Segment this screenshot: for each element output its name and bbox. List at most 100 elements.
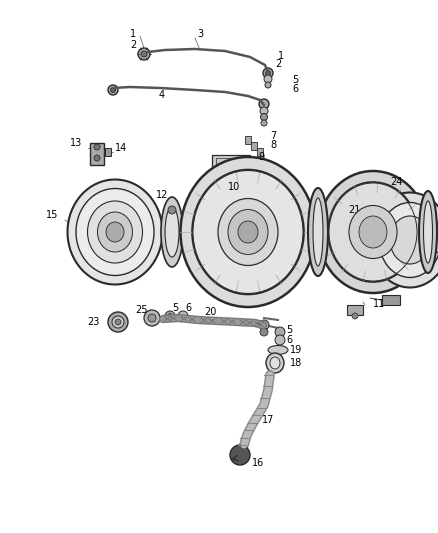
Text: 19: 19 <box>290 345 302 355</box>
Circle shape <box>263 68 273 78</box>
Text: 2: 2 <box>130 40 136 50</box>
Text: 6: 6 <box>286 335 292 345</box>
Ellipse shape <box>328 182 418 282</box>
Bar <box>90 143 104 165</box>
Ellipse shape <box>318 171 428 293</box>
Text: 1: 1 <box>278 51 284 61</box>
Ellipse shape <box>419 191 437 273</box>
Ellipse shape <box>218 198 278 265</box>
Ellipse shape <box>266 353 284 373</box>
Circle shape <box>225 164 227 166</box>
Text: 15: 15 <box>46 210 58 220</box>
Ellipse shape <box>424 201 432 263</box>
Circle shape <box>94 155 100 161</box>
Ellipse shape <box>165 207 179 257</box>
Ellipse shape <box>76 189 154 276</box>
Bar <box>251 142 257 150</box>
Text: 21: 21 <box>348 205 360 215</box>
Text: 4: 4 <box>159 90 165 100</box>
Bar <box>245 136 251 144</box>
Text: 6: 6 <box>292 84 298 94</box>
Text: 2: 2 <box>275 59 281 69</box>
Bar <box>382 295 400 305</box>
Circle shape <box>261 120 267 126</box>
Text: 9: 9 <box>258 152 264 162</box>
Circle shape <box>110 87 116 93</box>
Ellipse shape <box>268 345 288 354</box>
Circle shape <box>275 335 285 345</box>
Circle shape <box>105 149 111 155</box>
Text: 6: 6 <box>185 303 191 313</box>
Circle shape <box>352 313 358 319</box>
Text: 5: 5 <box>292 75 298 85</box>
Circle shape <box>148 314 156 322</box>
Circle shape <box>265 70 271 76</box>
Circle shape <box>265 82 271 88</box>
Ellipse shape <box>238 221 258 243</box>
Circle shape <box>94 144 100 150</box>
Text: 1: 1 <box>130 29 136 39</box>
Ellipse shape <box>379 203 438 278</box>
Text: 10: 10 <box>228 182 240 192</box>
Ellipse shape <box>370 192 438 287</box>
Ellipse shape <box>228 209 268 254</box>
Circle shape <box>259 99 269 109</box>
Bar <box>257 148 263 156</box>
Ellipse shape <box>98 212 133 252</box>
Ellipse shape <box>192 169 304 295</box>
Circle shape <box>144 310 160 326</box>
Ellipse shape <box>270 357 280 369</box>
Circle shape <box>275 327 285 337</box>
Circle shape <box>261 114 268 120</box>
Text: 25: 25 <box>135 305 148 315</box>
Text: 8: 8 <box>270 140 276 150</box>
Text: 23: 23 <box>88 317 100 327</box>
Text: 7: 7 <box>270 131 276 141</box>
Circle shape <box>112 316 124 328</box>
Ellipse shape <box>180 157 315 307</box>
Circle shape <box>115 319 121 325</box>
Circle shape <box>219 164 222 166</box>
Bar <box>430 228 438 252</box>
Text: 12: 12 <box>155 190 168 200</box>
Circle shape <box>237 164 240 166</box>
Bar <box>216 158 246 172</box>
Text: 3: 3 <box>197 29 203 39</box>
Circle shape <box>260 107 268 115</box>
Text: 14: 14 <box>115 143 127 153</box>
Text: 5: 5 <box>286 325 292 335</box>
Ellipse shape <box>308 188 328 276</box>
Ellipse shape <box>67 180 162 285</box>
Ellipse shape <box>349 206 397 259</box>
Text: 13: 13 <box>70 138 82 148</box>
Circle shape <box>178 311 188 321</box>
Text: 17: 17 <box>262 415 274 425</box>
Ellipse shape <box>161 197 183 267</box>
Circle shape <box>108 85 118 95</box>
Ellipse shape <box>106 222 124 242</box>
Circle shape <box>264 75 272 83</box>
Circle shape <box>230 164 233 166</box>
Bar <box>105 148 111 156</box>
Circle shape <box>141 51 147 57</box>
Circle shape <box>230 445 250 465</box>
Ellipse shape <box>313 198 323 266</box>
Ellipse shape <box>390 216 430 264</box>
Text: 20: 20 <box>204 307 216 317</box>
Ellipse shape <box>359 216 387 248</box>
Circle shape <box>165 311 175 321</box>
Text: 16: 16 <box>252 458 264 468</box>
Circle shape <box>168 206 176 214</box>
Circle shape <box>259 320 269 330</box>
Text: 11: 11 <box>373 299 385 309</box>
Circle shape <box>260 328 268 336</box>
Text: 18: 18 <box>290 358 302 368</box>
Circle shape <box>108 312 128 332</box>
Ellipse shape <box>88 201 142 263</box>
Bar <box>212 155 250 175</box>
Circle shape <box>167 313 173 319</box>
Circle shape <box>138 48 150 60</box>
Text: 24: 24 <box>390 177 403 187</box>
Text: 5: 5 <box>172 303 178 313</box>
Bar <box>347 305 363 315</box>
